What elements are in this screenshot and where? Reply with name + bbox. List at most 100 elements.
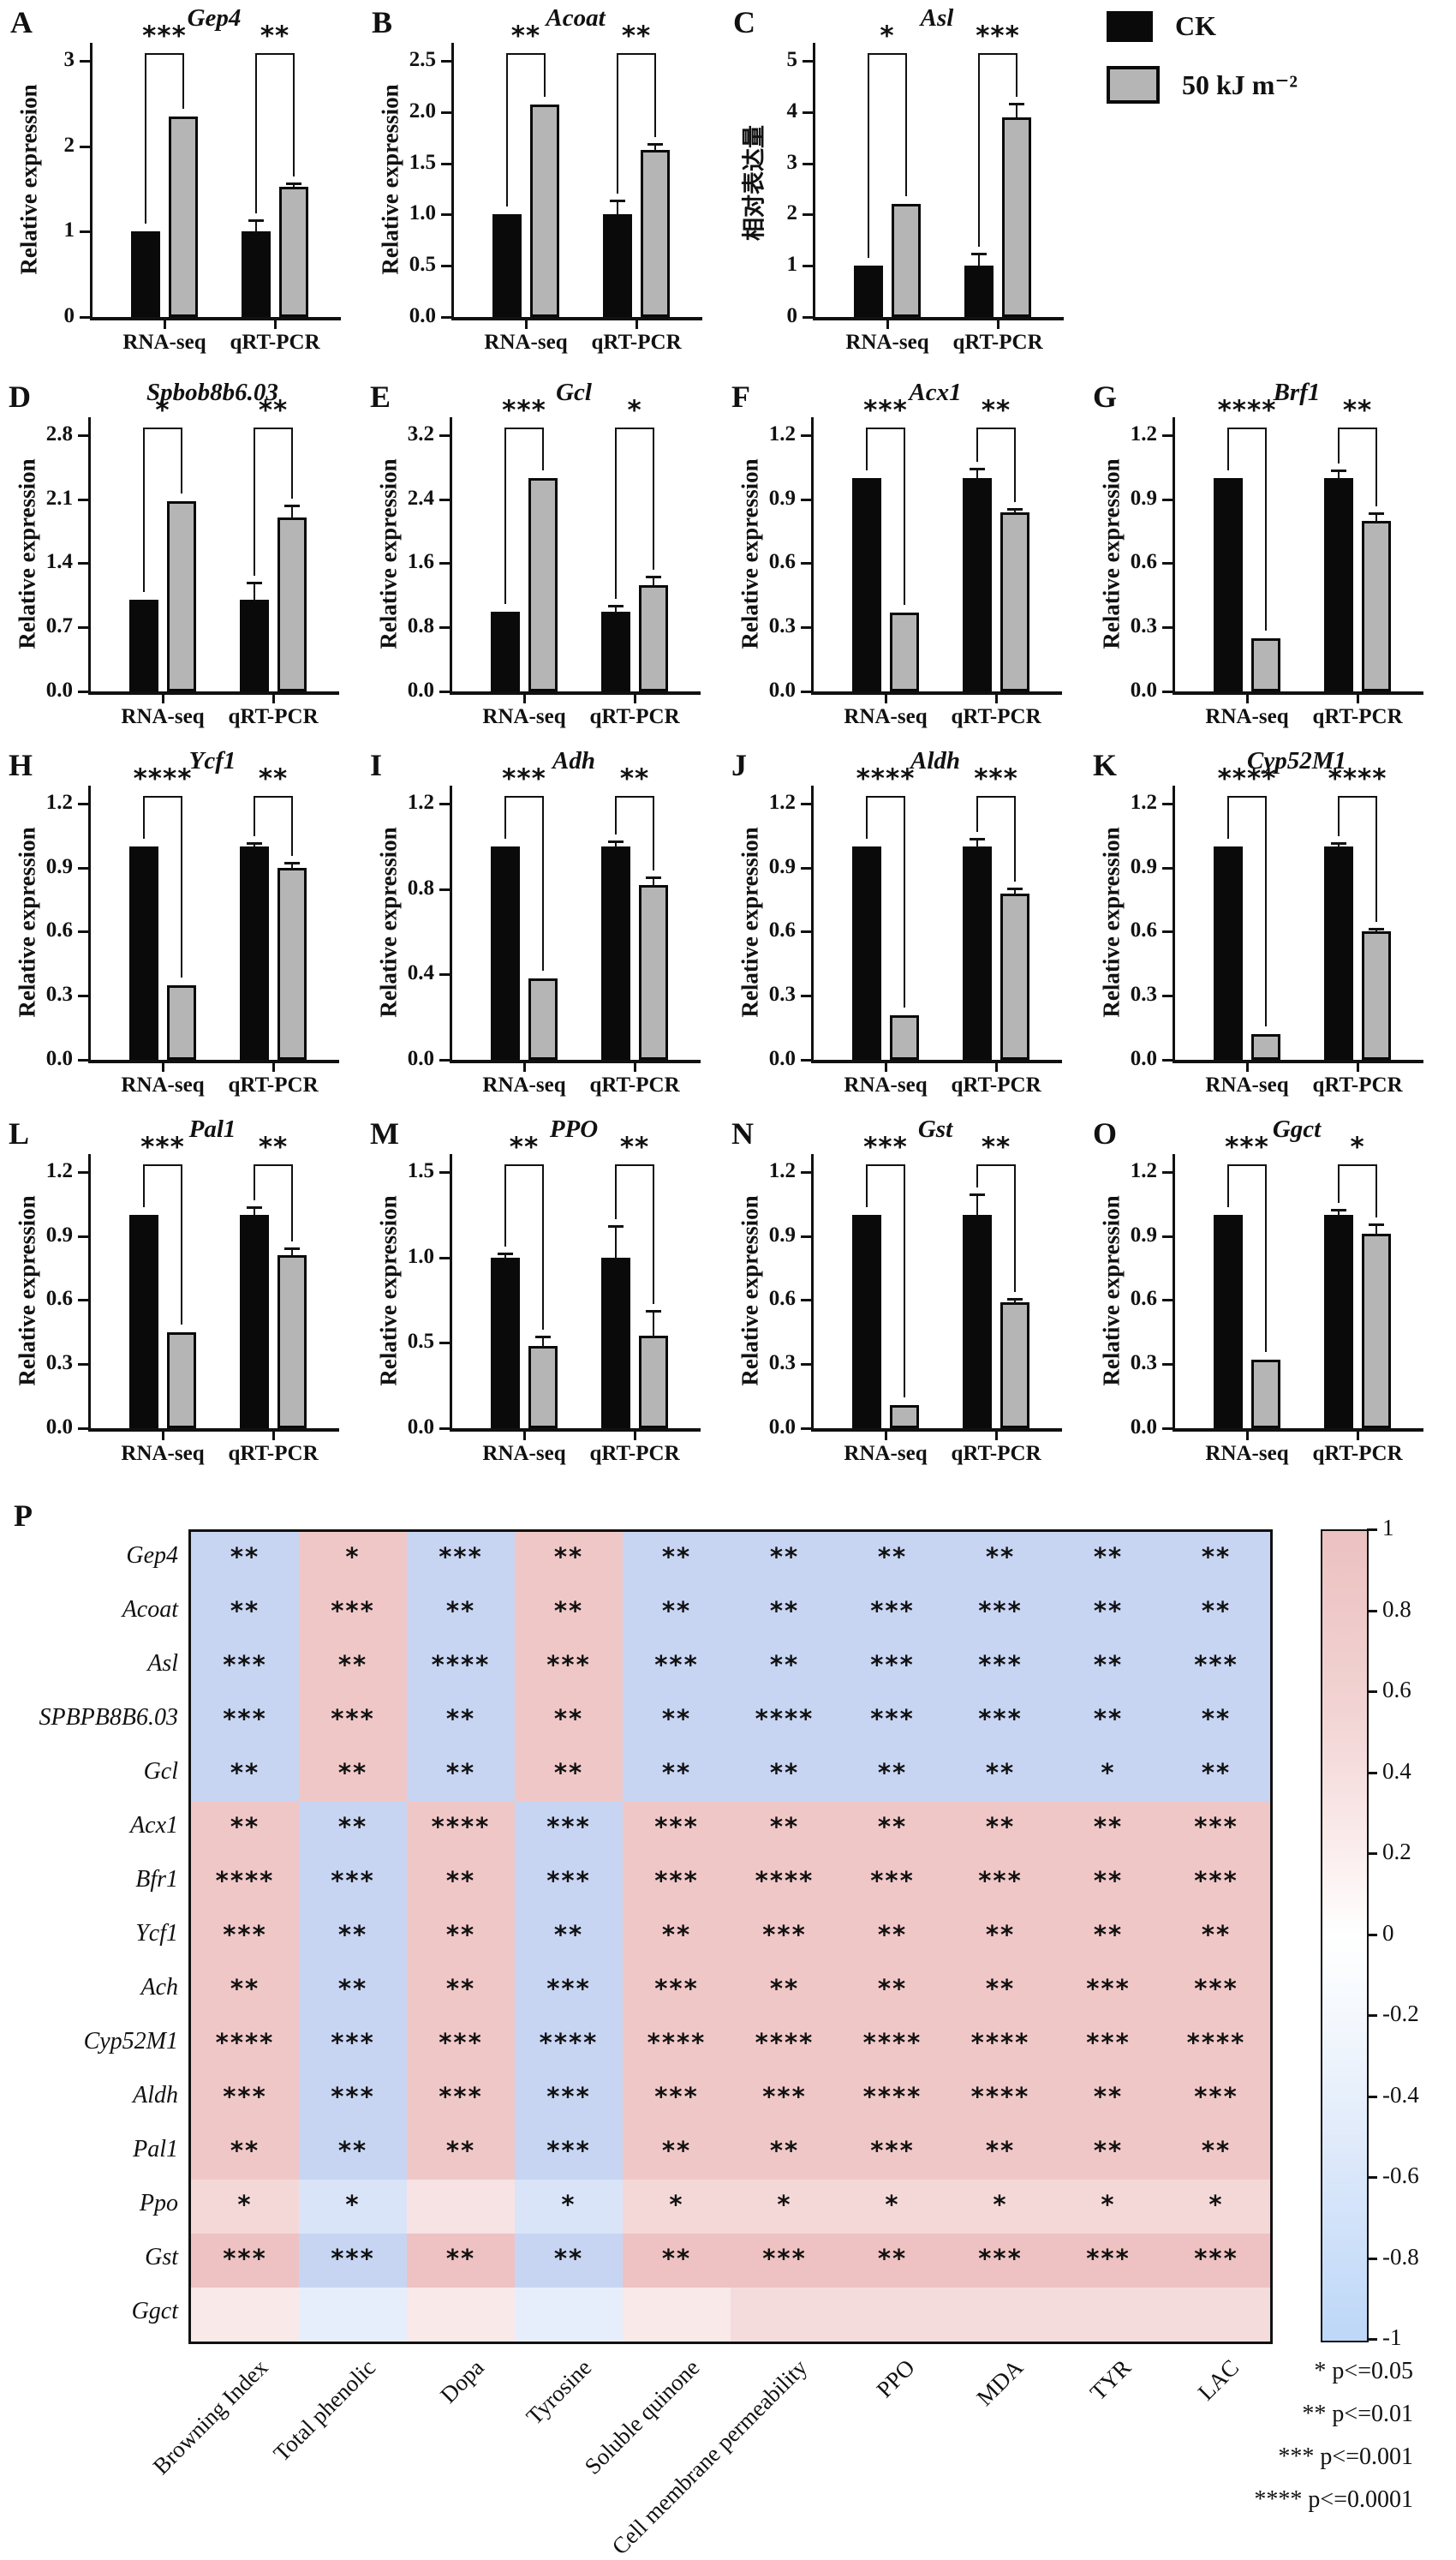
x-tick — [636, 320, 639, 329]
x-category-label: RNA-seq — [121, 705, 205, 728]
heatmap-cell-stars: *** — [1194, 2082, 1238, 2111]
heatmap-cell-stars: *** — [546, 1974, 591, 2003]
heatmap-cell-stars: *** — [870, 1866, 915, 1895]
heatmap-cell — [191, 2288, 299, 2342]
bar-ck — [242, 231, 272, 317]
heatmap-cell — [731, 2234, 838, 2288]
y-tick — [78, 1363, 88, 1367]
bar-uv — [1251, 1360, 1280, 1428]
heatmap-cell — [731, 1748, 838, 1802]
x-tick — [523, 1432, 526, 1440]
sig-bracket-left — [504, 796, 506, 839]
sig-bracket-top — [255, 53, 295, 55]
heatmap-cell-stars: ** — [769, 2136, 800, 2165]
heatmap-cell-stars: ** — [230, 1758, 260, 1787]
sig-bracket-left — [254, 1164, 256, 1201]
colorbar-tick — [1367, 1771, 1377, 1774]
heatmap-cell-stars: *** — [978, 1704, 1023, 1733]
panel-title: Adh — [552, 747, 595, 775]
bar-ck — [963, 846, 993, 1060]
error-bar-line — [255, 221, 258, 234]
error-bar-line — [1375, 1225, 1378, 1236]
y-tick-label: 0.3 — [768, 614, 796, 638]
error-bar-cap — [1331, 842, 1347, 846]
heatmap-cell-stars: * — [777, 2190, 792, 2219]
heatmap-column-label: PPO — [871, 2354, 921, 2403]
error-bar-cap — [608, 604, 624, 607]
heatmap-cell — [1054, 1586, 1162, 1640]
heatmap-cell — [838, 1694, 946, 1748]
heatmap-cell — [515, 1856, 623, 1910]
sig-stars: ** — [981, 1132, 1011, 1163]
y-tick-label: 0.0 — [1130, 1047, 1157, 1070]
colorbar-tick-label: 0 — [1382, 1919, 1394, 1946]
colorbar-tick — [1367, 2176, 1377, 2179]
heatmap-cell-stars: *** — [978, 1596, 1023, 1625]
y-tick-label: 0.9 — [45, 1223, 73, 1247]
colorbar-tick-label: -0.4 — [1382, 2081, 1419, 2108]
heatmap-cell — [515, 1964, 623, 2018]
heatmap-cell-stars: ** — [1093, 2136, 1124, 2165]
error-bar-line — [1338, 1210, 1340, 1217]
panel-letter: N — [731, 1116, 754, 1151]
sig-stars: *** — [142, 21, 187, 51]
sig-bracket-top — [1338, 1164, 1378, 1166]
heatmap-cell-stars: ** — [1201, 1758, 1232, 1787]
sig-bracket-left — [976, 796, 979, 833]
sig-stars: ** — [619, 1132, 650, 1163]
panel-letter: I — [370, 748, 383, 782]
heatmap-cell-stars: *** — [546, 1866, 591, 1895]
bar-ck — [601, 1257, 631, 1428]
bar-ck — [963, 477, 993, 691]
heatmap-cell — [731, 1802, 838, 1856]
plot-area — [450, 1154, 701, 1432]
x-tick — [1357, 1432, 1360, 1440]
error-bar-line — [976, 469, 979, 480]
y-tick — [1162, 562, 1173, 565]
y-tick — [439, 1170, 450, 1174]
bar-uv — [528, 1346, 558, 1428]
sig-bracket-left — [143, 796, 145, 839]
bar-uv — [277, 867, 307, 1060]
heatmap-cell — [946, 1694, 1054, 1748]
bar-ck — [964, 266, 994, 317]
heatmap-cell-stars: **** — [970, 2082, 1030, 2111]
heatmap-row-label: Aldh — [133, 2081, 178, 2108]
heatmap-cell-stars: ** — [1093, 1812, 1124, 1841]
colorbar-tick-label: 0.6 — [1382, 1677, 1411, 1702]
sig-bracket-right — [1014, 1164, 1017, 1293]
y-tick — [78, 691, 88, 693]
error-bar-cap — [970, 838, 986, 841]
panel-title: Spbob8b6.03 — [146, 379, 278, 406]
heatmap-cell — [299, 1856, 407, 1910]
error-bar-cap — [284, 861, 301, 864]
y-tick-label: 0.6 — [768, 550, 796, 574]
sig-bracket-right — [653, 1164, 655, 1305]
heatmap-cell — [1162, 1694, 1270, 1748]
y-tick — [78, 434, 88, 437]
bar-ck — [129, 600, 158, 691]
heatmap-cell-stars: *** — [439, 2082, 483, 2111]
sig-bracket-top — [868, 53, 907, 55]
sig-stars: **** — [1217, 763, 1277, 794]
heatmap-cell — [838, 2288, 946, 2342]
y-tick — [801, 1059, 811, 1062]
y-tick-label: 1.0 — [407, 1244, 434, 1268]
colorbar-tick — [1367, 2257, 1377, 2260]
sig-bracket-right — [542, 428, 544, 471]
heatmap-cell — [407, 1640, 515, 1694]
heatmap-cell-stars: ** — [337, 2136, 368, 2165]
y-axis-label: Relative expression — [375, 1195, 402, 1386]
heatmap-cell — [299, 2126, 407, 2180]
heatmap-cell — [407, 1964, 515, 2018]
y-tick-label: 0.9 — [768, 1223, 796, 1247]
heatmap-cell — [838, 1856, 946, 1910]
x-tick — [272, 695, 276, 703]
y-tick — [1162, 1059, 1173, 1062]
x-tick — [162, 1432, 164, 1440]
y-tick — [1162, 498, 1173, 501]
sig-bracket-left — [1227, 428, 1229, 470]
sig-bracket-left — [145, 53, 146, 224]
heatmap-column-label: Total phenolic — [268, 2354, 381, 2467]
heatmap-cell-stars: ** — [877, 1542, 908, 1571]
